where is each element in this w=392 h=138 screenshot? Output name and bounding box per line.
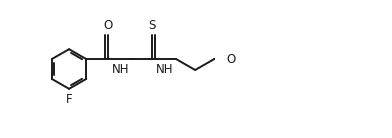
Text: O: O xyxy=(227,53,236,66)
Text: O: O xyxy=(103,19,113,32)
Text: NH: NH xyxy=(155,63,173,76)
Text: F: F xyxy=(66,93,73,106)
Text: S: S xyxy=(149,19,156,32)
Text: NH: NH xyxy=(112,63,129,76)
